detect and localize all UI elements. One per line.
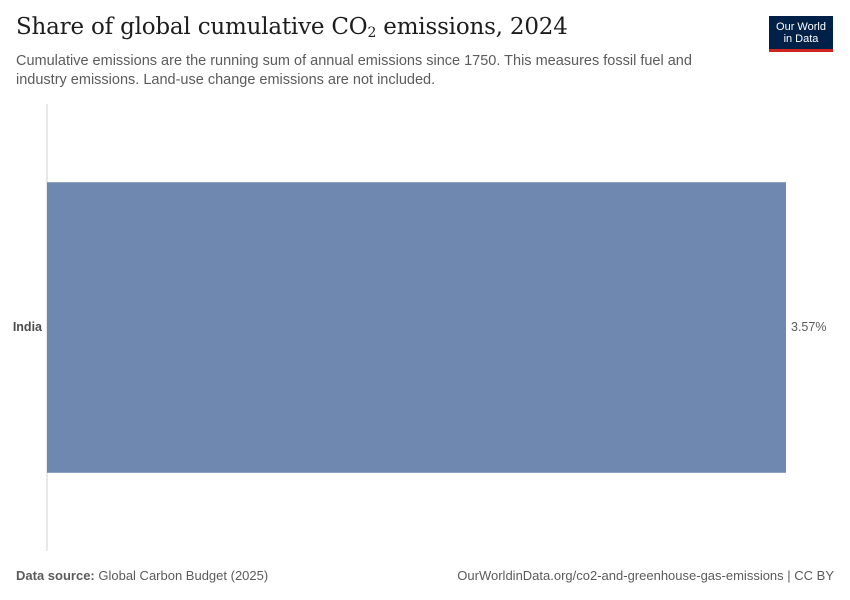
owid-logo[interactable]: Our World in Data xyxy=(769,16,833,52)
value-label: 3.57% xyxy=(791,320,826,334)
url-license[interactable]: OurWorldinData.org/co2-and-greenhouse-ga… xyxy=(457,568,834,583)
data-source: Data source: Global Carbon Budget (2025) xyxy=(16,568,268,583)
title-subscript: 2 xyxy=(367,25,377,41)
category-label: India xyxy=(13,320,43,334)
chart-title: Share of global cumulative CO2 emissions… xyxy=(16,14,568,41)
data-source-link[interactable]: Global Carbon Budget (2025) xyxy=(94,568,269,583)
bar-chart: India 3.57% xyxy=(13,104,826,551)
logo-line-1: Our World xyxy=(776,21,826,33)
bar-india[interactable] xyxy=(47,182,786,473)
data-source-label: Data source: xyxy=(16,568,95,583)
title-tail: emissions, 2024 xyxy=(376,14,568,40)
logo-line-2: in Data xyxy=(783,33,819,45)
chart-subtitle: Cumulative emissions are the running sum… xyxy=(16,53,692,88)
title-main: Share of global cumulative CO xyxy=(16,14,368,40)
